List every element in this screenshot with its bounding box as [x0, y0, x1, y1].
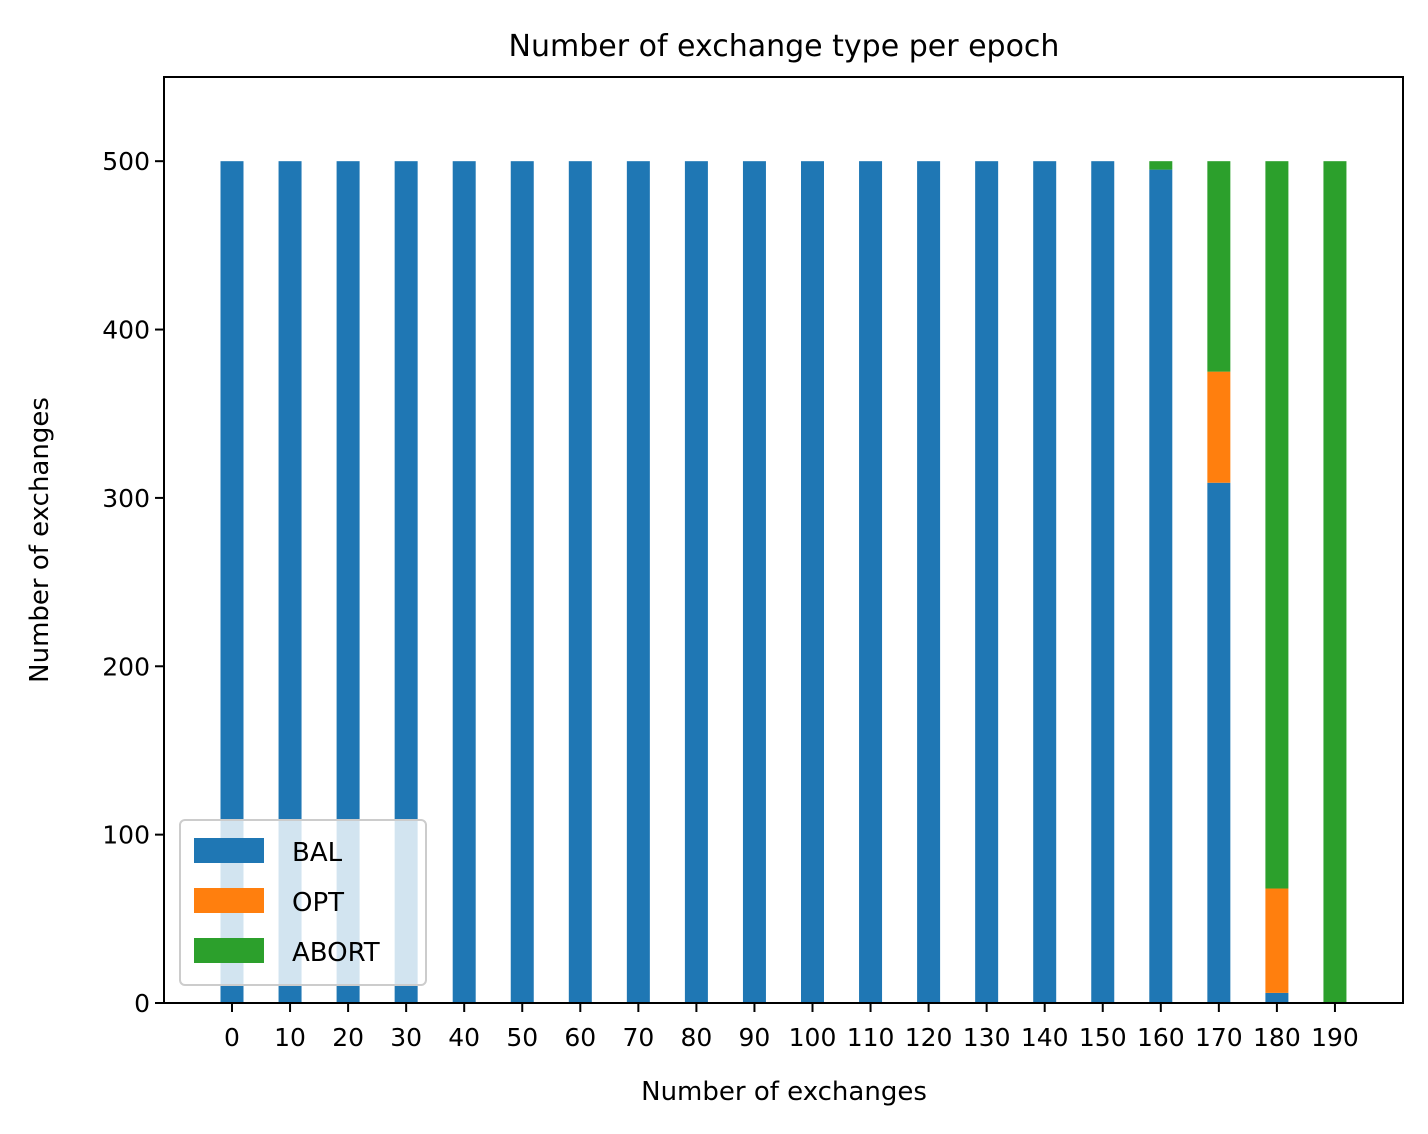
y-tick-label: 0	[134, 989, 150, 1018]
bar-bal-50	[510, 161, 534, 1003]
legend-swatch-bal	[194, 838, 264, 863]
bar-abort-170	[1207, 161, 1231, 372]
x-tick-label: 0	[224, 1023, 240, 1052]
x-tick-label: 70	[622, 1023, 654, 1052]
bar-bal-160	[1149, 169, 1173, 1004]
x-tick-label: 40	[448, 1023, 480, 1052]
y-axis: 0 100 200 300 400 500	[102, 147, 164, 1018]
y-axis-label: Number of exchanges	[25, 397, 55, 683]
legend: BAL OPT ABORT	[179, 819, 427, 986]
x-tick-label: 110	[847, 1023, 895, 1052]
legend-label-bal: BAL	[292, 838, 343, 868]
bar-bal-70	[626, 161, 650, 1003]
bar-bal-180	[1265, 992, 1289, 1003]
bar-bal-170	[1207, 482, 1231, 1004]
bar-bal-90	[742, 161, 766, 1003]
bar-opt-180	[1265, 888, 1289, 993]
y-tick-label: 100	[102, 821, 150, 850]
legend-swatch-abort	[194, 938, 264, 963]
x-tick-label: 50	[506, 1023, 538, 1052]
x-tick-label: 160	[1137, 1023, 1185, 1052]
bar-abort-160	[1149, 161, 1173, 170]
x-tick-label: 150	[1079, 1023, 1127, 1052]
x-tick-label: 140	[1021, 1023, 1069, 1052]
bar-bal-110	[859, 161, 883, 1003]
bar-opt-170	[1207, 371, 1231, 483]
x-tick-label: 90	[739, 1023, 771, 1052]
chart-title: Number of exchange type per epoch	[509, 29, 1060, 64]
bar-bal-120	[917, 161, 941, 1003]
x-tick-label: 10	[274, 1023, 306, 1052]
x-axis: 0 10 20 30 40 50 60 70 80 90 100 110 120 130 140 150 160…	[224, 1003, 1359, 1052]
bars-group	[220, 161, 1347, 1004]
plot-frame	[163, 76, 1404, 1004]
x-tick-label: 170	[1195, 1023, 1243, 1052]
x-tick-label: 120	[905, 1023, 953, 1052]
x-tick-label: 80	[680, 1023, 712, 1052]
bar-bal-60	[568, 161, 592, 1003]
y-tick-label: 300	[102, 484, 150, 513]
bar-bal-30	[394, 161, 418, 1003]
bar-bal-40	[452, 161, 476, 1003]
x-tick-label: 190	[1311, 1023, 1359, 1052]
bar-bal-10	[278, 161, 302, 1003]
legend-swatch-opt	[194, 888, 264, 913]
bar-abort-190	[1323, 161, 1347, 1003]
bar-abort-180	[1265, 161, 1289, 889]
bar-bal-20	[336, 161, 360, 1003]
x-tick-label: 30	[390, 1023, 422, 1052]
y-tick-label: 400	[102, 316, 150, 345]
bar-bal-80	[684, 161, 708, 1003]
legend-label-abort: ABORT	[292, 938, 380, 968]
bar-bal-140	[1033, 161, 1057, 1003]
y-tick-label: 200	[102, 652, 150, 681]
y-tick-label: 500	[102, 147, 150, 176]
bar-bal-0	[220, 161, 244, 1003]
bar-bal-100	[801, 161, 824, 1003]
x-tick-label: 60	[564, 1023, 596, 1052]
x-tick-label: 100	[789, 1023, 837, 1052]
bar-bal-130	[975, 161, 999, 1003]
bar-bal-150	[1091, 161, 1115, 1003]
x-tick-label: 20	[332, 1023, 364, 1052]
x-tick-label: 180	[1253, 1023, 1301, 1052]
x-axis-label: Number of exchanges	[641, 1077, 927, 1107]
legend-label-opt: OPT	[292, 888, 344, 918]
x-tick-label: 130	[963, 1023, 1011, 1052]
